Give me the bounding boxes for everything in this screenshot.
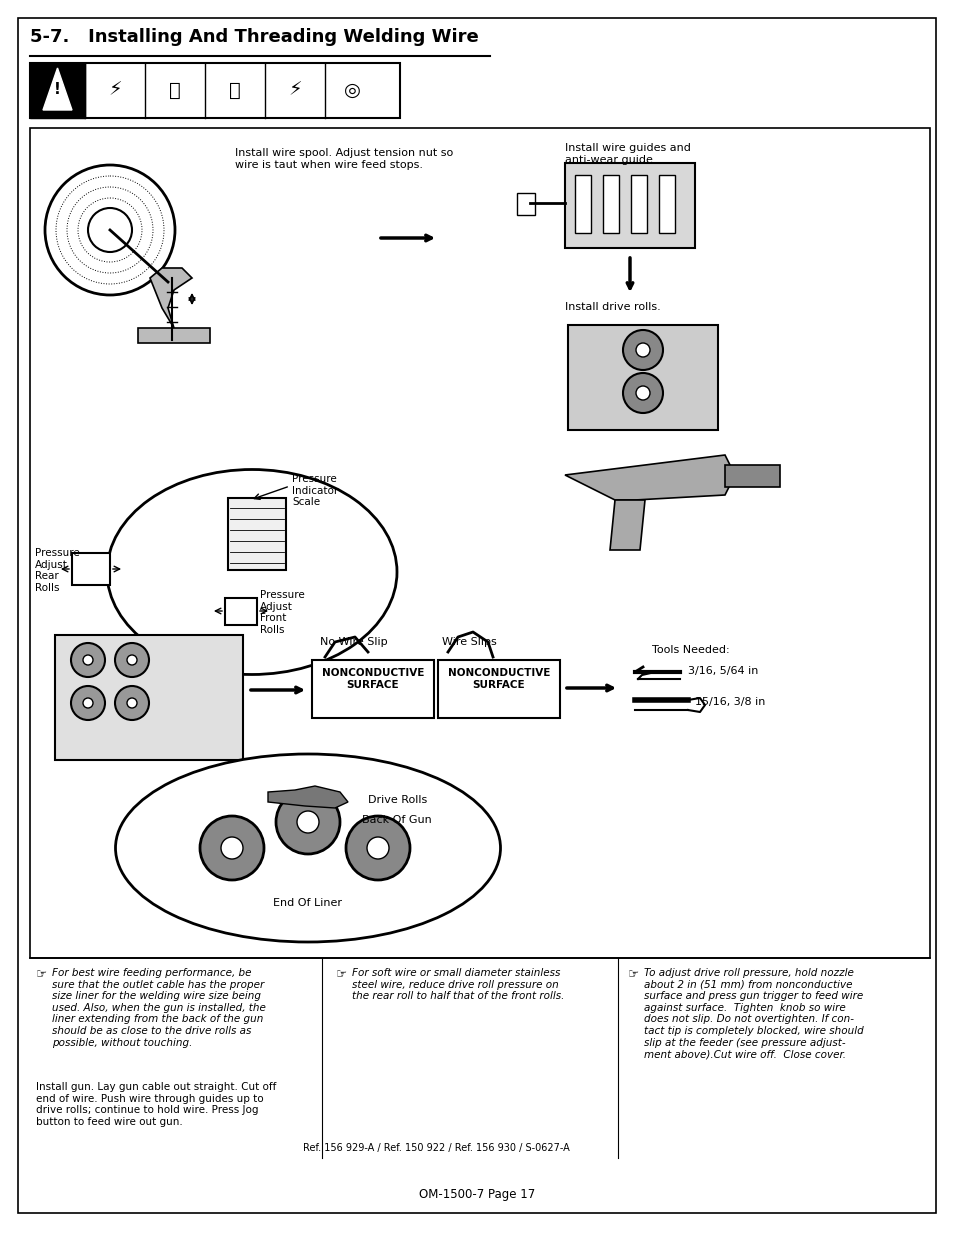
Bar [55,635,243,760]
Text: Install drive rolls.: Install drive rolls. [564,303,660,312]
Bar [30,63,399,119]
Bar [225,598,256,625]
Text: Install wire guides and
anti-wear guide.: Install wire guides and anti-wear guide. [564,143,690,164]
Bar [312,659,434,718]
Text: 5-7.   Installing And Threading Welding Wire: 5-7. Installing And Threading Welding Wi… [30,28,478,46]
Text: ⚡: ⚡ [288,80,301,100]
Circle shape [71,685,105,720]
Text: Install gun. Lay gun cable out straight. Cut off
end of wire. Push wire through : Install gun. Lay gun cable out straight.… [36,1082,276,1126]
Ellipse shape [115,755,500,942]
Text: Ref. 156 929-A / Ref. 150 922 / Ref. 156 930 / S-0627-A: Ref. 156 929-A / Ref. 150 922 / Ref. 156… [303,1144,569,1153]
Text: 3/16, 5/64 in: 3/16, 5/64 in [687,666,758,676]
Bar [564,163,695,248]
Text: Drive Rolls: Drive Rolls [368,795,427,805]
Circle shape [83,655,92,664]
Text: Install wire spool. Adjust tension nut so
wire is taut when wire feed stops.: Install wire spool. Adjust tension nut s… [234,148,453,169]
Text: Tools Needed:: Tools Needed: [651,645,729,655]
Polygon shape [564,454,734,500]
Bar [30,63,85,119]
Text: 15/16, 3/8 in: 15/16, 3/8 in [695,697,764,706]
Circle shape [296,811,318,832]
Polygon shape [43,68,71,110]
Polygon shape [609,500,644,550]
Text: No Wire Slip: No Wire Slip [319,637,387,647]
Text: Wire Slips: Wire Slips [441,637,497,647]
Circle shape [275,790,339,853]
Circle shape [636,387,649,400]
Text: NONCONDUCTIVE
SURFACE: NONCONDUCTIVE SURFACE [321,668,424,689]
Circle shape [622,330,662,370]
Bar [575,175,590,233]
Bar [228,498,286,571]
Bar [724,466,780,487]
Text: Back Of Gun: Back Of Gun [361,815,432,825]
Ellipse shape [107,469,396,674]
Bar [602,175,618,233]
Text: For best wire feeding performance, be
sure that the outlet cable has the proper
: For best wire feeding performance, be su… [52,968,266,1047]
Text: ☞: ☞ [627,968,639,981]
Circle shape [622,373,662,412]
Circle shape [221,837,243,860]
Circle shape [367,837,389,860]
Bar [517,193,535,215]
Text: 🔥: 🔥 [229,80,240,100]
Circle shape [115,643,149,677]
Circle shape [71,643,105,677]
Text: Pressure
Adjust
Rear
Rolls: Pressure Adjust Rear Rolls [35,548,80,593]
Polygon shape [268,785,348,808]
Circle shape [127,655,137,664]
Circle shape [200,816,264,881]
Bar [567,325,718,430]
Bar [437,659,559,718]
Text: ☞: ☞ [335,968,347,981]
Text: OM-1500-7 Page 17: OM-1500-7 Page 17 [418,1188,535,1200]
Text: Pressure
Indicator
Scale: Pressure Indicator Scale [292,474,338,508]
Bar [30,128,929,958]
Text: ◎: ◎ [343,80,360,100]
Text: !: ! [53,82,60,98]
Text: ☞: ☞ [36,968,48,981]
Text: End Of Liner: End Of Liner [274,898,342,908]
Text: To adjust drive roll pressure, hold nozzle
about 2 in (51 mm) from nonconductive: To adjust drive roll pressure, hold nozz… [643,968,862,1060]
Bar [659,175,675,233]
Bar [630,175,646,233]
Text: ⚡: ⚡ [108,80,122,100]
Circle shape [346,816,410,881]
Circle shape [636,343,649,357]
Text: NONCONDUCTIVE
SURFACE: NONCONDUCTIVE SURFACE [447,668,550,689]
Text: 💥: 💥 [169,80,181,100]
Circle shape [83,698,92,708]
Circle shape [127,698,137,708]
Bar [71,553,110,585]
Text: Pressure
Adjust
Front
Rolls: Pressure Adjust Front Rolls [260,590,304,635]
Circle shape [115,685,149,720]
Polygon shape [150,268,192,329]
Text: For soft wire or small diameter stainless
steel wire, reduce drive roll pressure: For soft wire or small diameter stainles… [352,968,564,1002]
Polygon shape [138,329,210,343]
